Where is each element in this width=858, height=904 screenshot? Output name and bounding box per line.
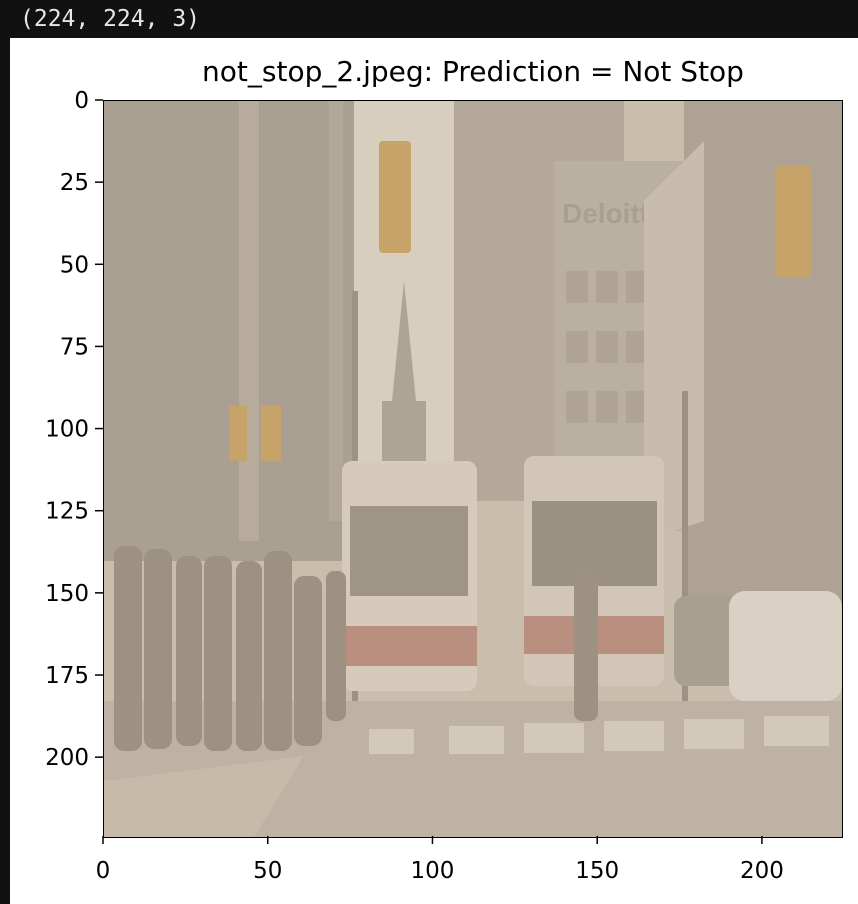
car-white (729, 591, 842, 701)
traffic-light-right (776, 166, 811, 278)
building-right-facade (644, 141, 704, 541)
pedestrians (114, 546, 598, 751)
traffic-light-low-b (261, 406, 281, 461)
building-left-column (329, 101, 343, 521)
church-spire (389, 281, 419, 431)
bus-left-window (350, 506, 468, 596)
sidewalk (104, 756, 304, 837)
building-right (684, 101, 842, 621)
bus-right-window (532, 501, 657, 586)
street-pole (682, 391, 688, 701)
street-photo: Deloitte (104, 101, 842, 837)
traffic-light-low-a (229, 406, 247, 461)
crosswalk (369, 716, 829, 754)
car-dark (674, 596, 744, 686)
building-windows (566, 271, 648, 423)
bus-left-red-band (342, 626, 477, 666)
plot-title: not_stop_2.jpeg: Prediction = Not Stop (202, 55, 744, 88)
image-axes: Deloitte (103, 100, 843, 838)
haze-overlay (104, 101, 842, 837)
shape-output-text: (224, 224, 3) (20, 6, 201, 32)
cell-output-header: (224, 224, 3) (0, 0, 858, 38)
traffic-light-left-high (379, 141, 411, 253)
building-left-tower (104, 101, 354, 561)
